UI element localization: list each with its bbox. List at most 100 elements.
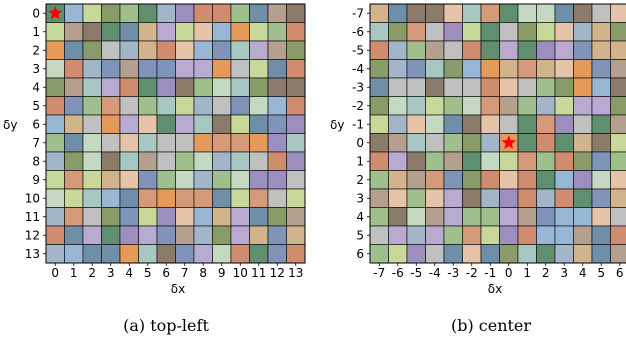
- heatmap-cell: [119, 244, 139, 264]
- y-tick-labels: -7 -6 -5 -4 -3 -2 -1 0 1 2 3 4 5 6: [352, 6, 370, 261]
- heatmap-cell: [554, 114, 574, 134]
- heatmap-cell: [591, 207, 611, 227]
- heatmap-cell: [536, 244, 556, 264]
- heatmap-cell: [517, 22, 537, 42]
- heatmap-cell: [119, 22, 139, 42]
- heatmap-cell: [591, 225, 611, 245]
- heatmap-cell: [480, 133, 500, 153]
- heatmap-cell: [425, 22, 445, 42]
- heatmap-cell: [82, 96, 102, 116]
- heatmap-cell: [610, 22, 626, 42]
- y-tick-label: 3: [32, 62, 40, 76]
- heatmap-cell: [443, 151, 463, 171]
- heatmap-cell: [369, 244, 389, 264]
- heatmap-cell: [462, 170, 482, 190]
- heatmap-cell: [156, 151, 176, 171]
- heatmap-cell: [156, 40, 176, 60]
- heatmap-cell: [554, 40, 574, 60]
- y-tick-label: -3: [352, 80, 364, 94]
- heatmap-cell: [156, 188, 176, 208]
- x-tick-labels: -7 -6 -5 -4 -3 -2 -1 0 1 2 3 4 5 6: [373, 263, 624, 280]
- heatmap-cell: [480, 114, 500, 134]
- heatmap-cell: [230, 133, 250, 153]
- heatmap-cell: [388, 77, 408, 97]
- heatmap-cell: [193, 77, 213, 97]
- heatmap-cell: [406, 3, 426, 23]
- heatmap-cell: [45, 170, 65, 190]
- heatmap-cell: [156, 3, 176, 23]
- heatmap-cell: [64, 40, 84, 60]
- heatmap-cell: [499, 114, 519, 134]
- heatmap-cell: [443, 133, 463, 153]
- heatmap-cell: [45, 225, 65, 245]
- heatmap-cell: [82, 151, 102, 171]
- heatmap-cell: [554, 133, 574, 153]
- heatmap-cell: [443, 59, 463, 79]
- heatmap-cell: [82, 22, 102, 42]
- heatmap-cell: [45, 151, 65, 171]
- heatmap-cell: [610, 77, 626, 97]
- x-tick-labels: 0 1 2 3 4 5 6 7 8 9 10 11 12 13: [51, 263, 303, 280]
- heatmap-cell: [267, 3, 287, 23]
- heatmap-cell: [499, 244, 519, 264]
- heatmap-cell: [425, 188, 445, 208]
- heatmap-cell: [480, 151, 500, 171]
- heatmap-cell: [193, 3, 213, 23]
- heatmap-cell: [175, 244, 195, 264]
- heatmap-cell: [591, 77, 611, 97]
- heatmap-cell: [425, 96, 445, 116]
- x-tick-label: 0: [505, 266, 513, 280]
- x-tick-label: 6: [162, 266, 170, 280]
- heatmap-cell: [45, 77, 65, 97]
- heatmap-cell: [193, 133, 213, 153]
- heatmap-cell: [249, 59, 269, 79]
- heatmap-cell: [554, 244, 574, 264]
- heatmap-cell: [119, 40, 139, 60]
- heatmap-cell: [480, 207, 500, 227]
- y-tick-label: 12: [25, 228, 40, 242]
- heatmap-cell: [554, 170, 574, 190]
- x-tick-label: -2: [466, 266, 478, 280]
- heatmap-cell: [610, 244, 626, 264]
- x-tick-label: -6: [392, 266, 404, 280]
- heatmap-cell: [388, 22, 408, 42]
- heatmap-cell: [610, 114, 626, 134]
- heatmap-cell: [45, 96, 65, 116]
- heatmap-cell: [156, 133, 176, 153]
- heatmap-cell: [101, 188, 121, 208]
- heatmap-cell: [406, 22, 426, 42]
- y-tick-label: 4: [32, 80, 40, 94]
- heatmap-cell: [249, 3, 269, 23]
- heatmap-cell: [193, 59, 213, 79]
- x-tick-label: 10: [233, 266, 248, 280]
- heatmap-cell: [138, 225, 158, 245]
- heatmap-cell: [119, 96, 139, 116]
- heatmap-cell: [573, 133, 593, 153]
- heatmap-cell: [156, 77, 176, 97]
- heatmap-cell: [499, 170, 519, 190]
- heatmap-cell: [425, 40, 445, 60]
- heatmap-cell: [406, 114, 426, 134]
- heatmap-cell: [212, 244, 232, 264]
- heatmap-cell: [369, 114, 389, 134]
- heatmap-cell: [462, 96, 482, 116]
- heatmap-cell: [212, 77, 232, 97]
- heatmap-cell: [138, 22, 158, 42]
- heatmap-cell: [591, 114, 611, 134]
- heatmap-cell: [369, 22, 389, 42]
- heatmap-cell: [369, 188, 389, 208]
- x-axis-label: δx: [488, 282, 502, 296]
- heatmap-cell: [406, 244, 426, 264]
- y-tick-label: -1: [352, 117, 364, 131]
- heatmap-cell: [193, 207, 213, 227]
- heatmap-cell: [499, 96, 519, 116]
- heatmap-cell: [193, 170, 213, 190]
- heatmap-cell: [156, 170, 176, 190]
- heatmap-cell: [45, 188, 65, 208]
- heatmap-cell: [230, 151, 250, 171]
- heatmap-cell: [591, 244, 611, 264]
- heatmap-cell: [591, 59, 611, 79]
- heatmap-cell: [119, 170, 139, 190]
- heatmap-cell: [119, 77, 139, 97]
- y-tick-label: 2: [356, 173, 364, 187]
